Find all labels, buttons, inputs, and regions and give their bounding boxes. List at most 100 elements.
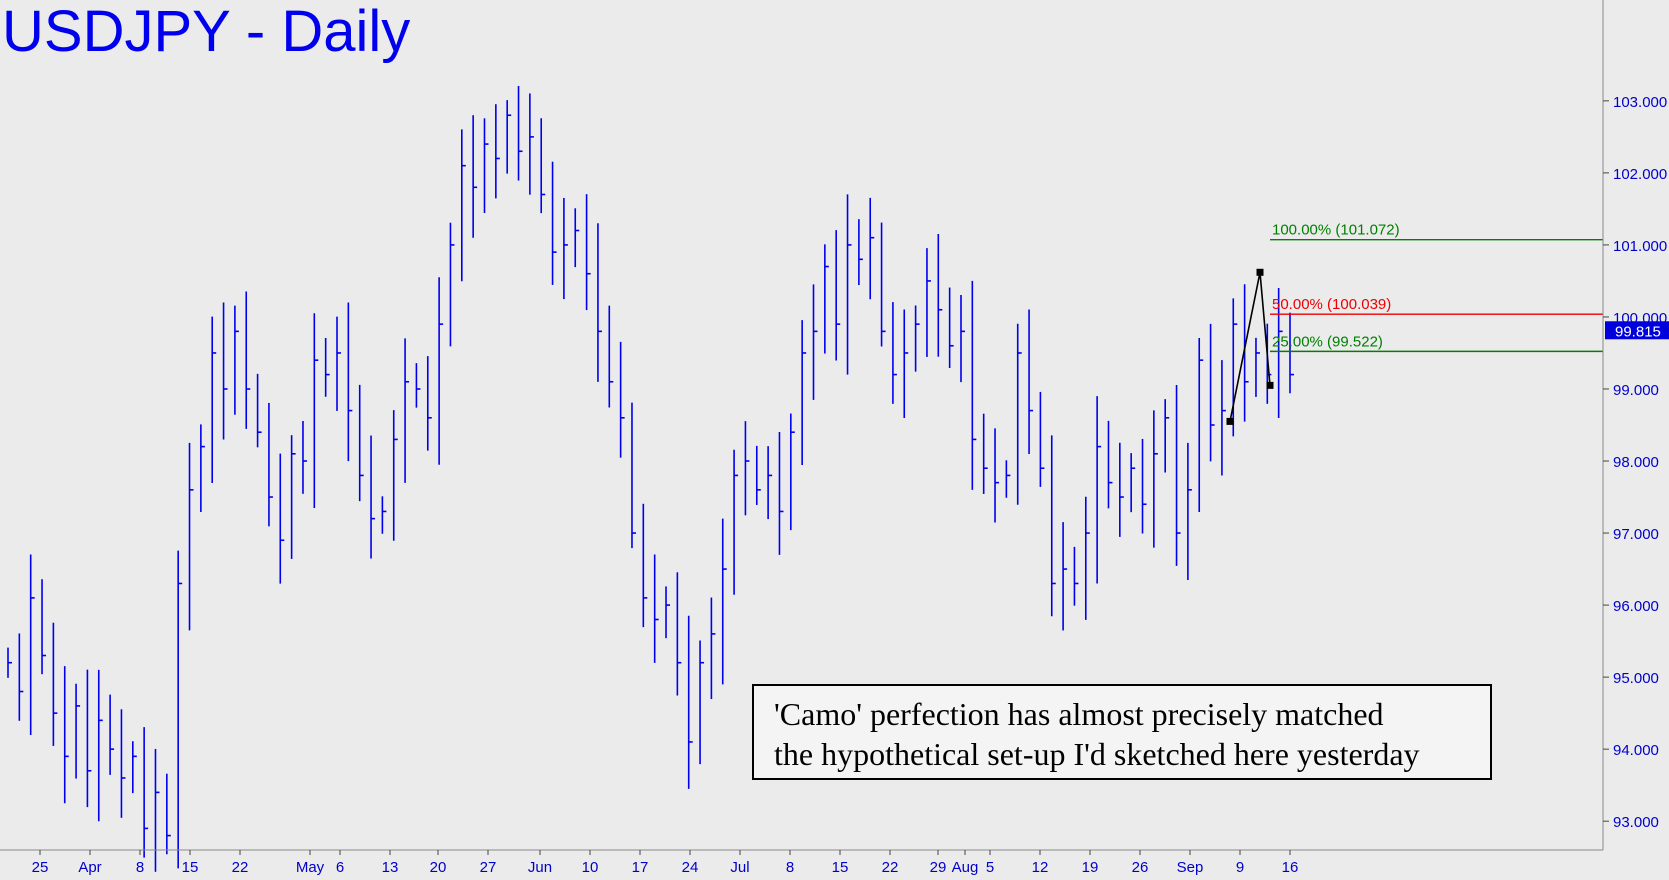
ohlc-bar: [290, 435, 296, 559]
abc-pattern: [1226, 268, 1274, 425]
ohlc-bar: [495, 104, 500, 199]
ohlc-bar: [234, 305, 239, 415]
x-tick-label: 16: [1282, 859, 1299, 876]
ohlc-bar: [687, 615, 693, 789]
ohlc-bar: [404, 338, 410, 483]
ohlc-bar: [733, 449, 739, 595]
y-tick-label: 99.000: [1613, 382, 1659, 399]
ohlc-bar: [324, 337, 330, 397]
x-tick-label: 17: [632, 859, 649, 876]
price-bars: [7, 85, 1294, 872]
ohlc-bar: [824, 244, 829, 354]
fib-level-label: 100.00% (101.072): [1272, 222, 1400, 239]
ohlc-bar: [415, 363, 421, 408]
ohlc-bar: [982, 413, 988, 494]
ohlc-bar: [1084, 496, 1090, 620]
ohlc-bar: [790, 413, 795, 531]
ohlc-bar: [574, 208, 580, 268]
ohlc-bar: [676, 572, 682, 696]
ohlc-bar: [75, 683, 81, 779]
ohlc-bar: [256, 373, 262, 448]
ohlc-bar: [1039, 391, 1045, 487]
ohlc-bar: [914, 305, 920, 372]
ohlc-bar: [131, 741, 137, 794]
fibonacci-levels: 100.00% (101.072) 50.00% (100.039) 25.00% …: [1270, 222, 1603, 353]
ohlc-bar: [926, 248, 931, 357]
ohlc-bar: [268, 402, 273, 527]
y-tick-label: 93.000: [1613, 814, 1659, 831]
chart-title: USDJPY - Daily: [2, 0, 411, 64]
x-axis: 25 Apr 8 15 22 May 6 13 20 27 Jun 10 17 24 Jul 8 15 22 29 A…: [0, 849, 1603, 876]
x-tick-label: 22: [232, 859, 249, 876]
ohlc-bar: [449, 222, 455, 347]
ohlc-bar: [97, 669, 103, 822]
ohlc-bar: [892, 302, 897, 404]
x-tick-label: 22: [882, 859, 899, 876]
ohlc-bar: [1175, 384, 1181, 566]
x-tick-label: 15: [182, 859, 199, 876]
ohlc-bar: [994, 428, 1000, 523]
ohlc-bar: [1209, 323, 1215, 462]
ohlc-bar: [506, 100, 512, 174]
x-tick-label: 27: [480, 859, 497, 876]
ohlc-bar: [1119, 442, 1124, 537]
abc-point: [1266, 381, 1274, 389]
ohlc-bar: [381, 496, 387, 534]
ohlc-bar: [619, 341, 625, 458]
ohlc-bar: [517, 85, 523, 181]
ohlc-bar: [1221, 360, 1226, 476]
x-tick-label: 8: [136, 859, 144, 876]
ohlc-bar: [52, 622, 58, 746]
ohlc-bar: [1198, 337, 1204, 513]
ohlc-bar: [631, 402, 636, 549]
ohlc-bar: [1130, 453, 1136, 513]
ohlc-bar: [755, 445, 761, 505]
ohlc-bar: [211, 316, 217, 483]
y-tick-label: 96.000: [1613, 598, 1659, 615]
x-tick-label: 8: [786, 859, 794, 876]
last-price-label: 99.815: [1615, 323, 1661, 340]
ohlc-bar: [665, 586, 671, 639]
ohlc-bar: [1255, 337, 1260, 397]
x-tick-label: 12: [1032, 859, 1049, 876]
ohlc-bar: [200, 424, 205, 513]
ohlc-bar: [109, 694, 115, 775]
ohlc-bar: [166, 773, 171, 855]
ohlc-bar: [29, 554, 35, 735]
x-tick-label: 6: [336, 859, 344, 876]
ohlc-bar: [1096, 396, 1102, 584]
ohlc-bar: [710, 597, 716, 700]
ohlc-bar: [472, 115, 478, 238]
ohlc-bar: [721, 518, 727, 685]
ohlc-bar: [1164, 399, 1170, 473]
x-tick-label: 25: [32, 859, 49, 876]
x-tick-label: 29: [930, 859, 947, 876]
ohlc-bar: [336, 316, 342, 411]
ohlc-bar: [222, 302, 228, 440]
y-tick-label: 94.000: [1613, 742, 1659, 759]
ohlc-bar: [1062, 522, 1068, 631]
ohlc-bar: [585, 194, 591, 311]
ohlc-bar: [18, 633, 24, 721]
y-tick-label: 98.000: [1613, 454, 1659, 471]
ohlc-bar: [1107, 420, 1113, 509]
ohlc-bar: [370, 435, 376, 559]
ohlc-bar: [392, 410, 398, 541]
x-tick-label: Jun: [528, 859, 552, 876]
y-tick-label: 102.000: [1613, 166, 1667, 183]
y-axis: 93.000 94.000 95.000 96.000 97.000 98.000 99.0…: [1602, 0, 1669, 850]
abc-line: [1229, 272, 1271, 422]
ohlc-bar: [937, 233, 943, 357]
ohlc-bar: [347, 302, 353, 462]
ohlc-bar: [438, 277, 444, 465]
ohlc-bar: [1073, 546, 1079, 606]
x-tick-label: 24: [682, 859, 699, 876]
y-tick-label: 101.000: [1613, 238, 1667, 255]
annotation-box: 'Camo' perfection has almost precisely m…: [752, 684, 1492, 780]
ohlc-bar: [1243, 284, 1249, 422]
ohlc-bar: [1187, 442, 1192, 581]
ohlc-bar: [120, 709, 126, 818]
ohlc-bar: [426, 356, 432, 451]
x-tick-label: 19: [1082, 859, 1099, 876]
